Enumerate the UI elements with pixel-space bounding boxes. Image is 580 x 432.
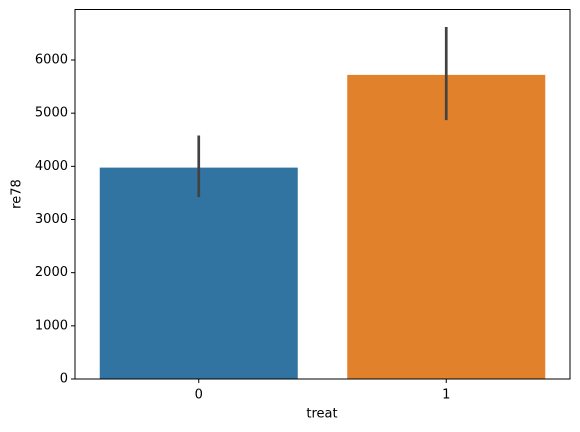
y-axis-label: re78 bbox=[10, 179, 25, 209]
x-axis-label: treat bbox=[306, 407, 337, 422]
y-tick-label: 2000 bbox=[35, 265, 68, 280]
y-tick-label: 4000 bbox=[35, 159, 68, 174]
y-tick-label: 1000 bbox=[35, 318, 68, 333]
y-tick-label: 6000 bbox=[35, 53, 68, 68]
plot-frame bbox=[74, 9, 571, 380]
y-tick-label: 3000 bbox=[35, 212, 68, 227]
y-tick-label: 0 bbox=[60, 372, 68, 387]
x-tick-label: 1 bbox=[442, 388, 450, 403]
x-tick-label: 0 bbox=[195, 388, 203, 403]
y-tick-label: 5000 bbox=[35, 106, 68, 121]
bar bbox=[347, 74, 546, 379]
bar bbox=[99, 167, 298, 379]
